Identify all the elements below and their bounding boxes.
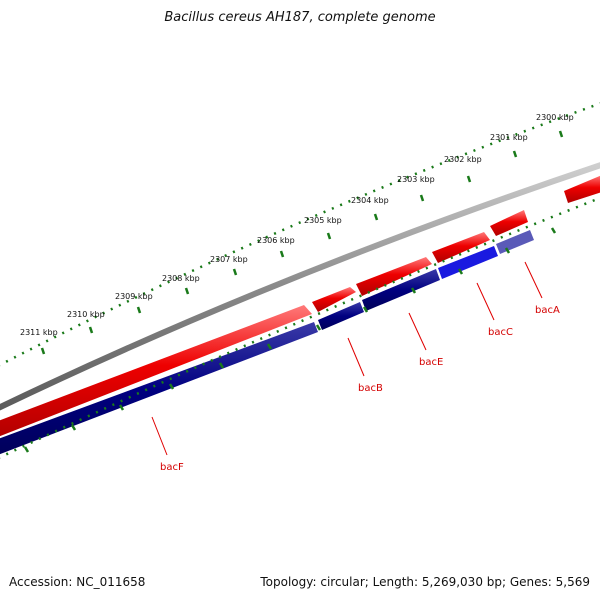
tick-label: 2304 kbp — [351, 196, 389, 205]
gene-bacF-reverse — [0, 322, 318, 455]
accession-text: Accession: NC_011658 — [9, 575, 146, 589]
tick-label: 2306 kbp — [257, 236, 295, 245]
genome-summary-text: Topology: circular; Length: 5,269,030 bp… — [260, 575, 590, 589]
inner-major-ticks — [23, 227, 557, 453]
gene-label-bacA: bacA — [535, 305, 560, 316]
map-title: Bacillus cereus AH187, complete genome — [164, 10, 436, 25]
tick-label: 2311 kbp — [20, 328, 58, 337]
tick-label: 2300 kbp — [536, 113, 574, 122]
gene-bacB-forward — [312, 287, 356, 312]
gene-bacB-reverse — [318, 302, 364, 330]
tick-label: 2301 kbp — [490, 133, 528, 142]
reverse-strand — [0, 230, 534, 455]
outer-tick-ring — [0, 102, 600, 367]
gene-label-bacB: bacB — [358, 383, 383, 394]
gene-bacE-reverse — [362, 269, 440, 311]
tick-label: 2307 kbp — [210, 255, 248, 264]
gene-label-bacF: bacF — [160, 462, 184, 473]
forward-strand — [0, 175, 600, 437]
gene-label-bacC: bacC — [488, 327, 513, 338]
outer-major-ticks — [40, 130, 564, 355]
gene-bacE-forward — [356, 257, 432, 296]
genome-backbone — [0, 162, 600, 411]
tick-label: 2309 kbp — [115, 292, 153, 301]
tick-label: 2305 kbp — [304, 216, 342, 225]
gene-label-bacE: bacE — [419, 357, 443, 368]
gene-bacC-forward — [432, 232, 490, 263]
gene-bacC-reverse — [438, 246, 498, 279]
tick-label: 2302 kbp — [444, 155, 482, 164]
gene-bacF-forward — [0, 305, 312, 437]
tick-label: 2303 kbp — [397, 175, 435, 184]
gene-bacA-forward — [490, 210, 528, 236]
tick-label: 2310 kbp — [67, 310, 105, 319]
gene-bacA-reverse — [496, 230, 534, 254]
gene-forward-right — [564, 175, 600, 203]
tick-label: 2308 kbp — [162, 274, 200, 283]
label-leaders — [151, 261, 543, 456]
